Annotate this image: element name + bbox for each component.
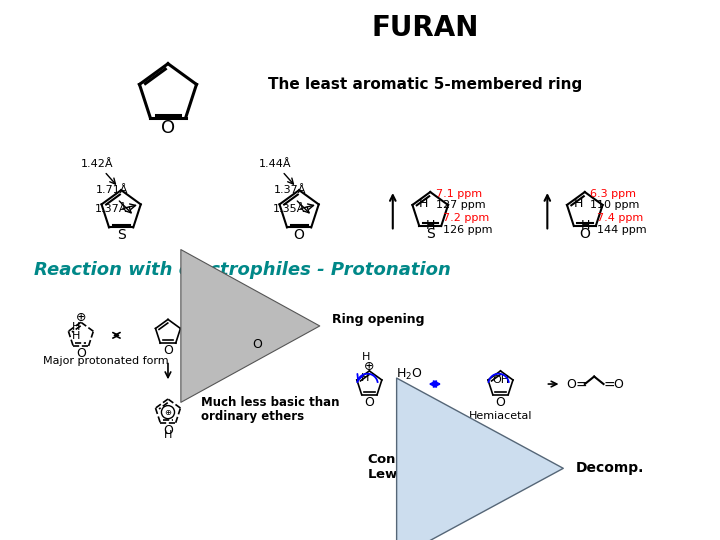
Text: 7.2 ppm: 7.2 ppm: [443, 213, 489, 224]
Text: Conc. H$_2$SO$_4$: Conc. H$_2$SO$_4$: [367, 453, 459, 468]
Text: H: H: [264, 304, 272, 314]
Text: ordinary ethers: ordinary ethers: [201, 410, 304, 423]
Text: 144 ppm: 144 ppm: [597, 225, 647, 235]
Text: H: H: [574, 197, 583, 210]
Text: Ring opening: Ring opening: [332, 313, 424, 326]
Text: O: O: [364, 396, 374, 409]
Text: ⊕: ⊕: [164, 408, 171, 417]
Text: H: H: [419, 197, 428, 210]
Text: Lewis acids (i.e. AlCl$_3$): Lewis acids (i.e. AlCl$_3$): [367, 467, 534, 483]
Text: O: O: [566, 377, 576, 390]
Text: Reaction with electrophiles - Protonation: Reaction with electrophiles - Protonatio…: [34, 261, 451, 279]
Text: Major protonated form: Major protonated form: [43, 356, 169, 366]
Text: H: H: [361, 352, 370, 362]
Text: The least aromatic 5-membered ring: The least aromatic 5-membered ring: [269, 77, 582, 92]
Text: Hemiacetal: Hemiacetal: [469, 411, 532, 421]
Text: ⊕: ⊕: [252, 302, 262, 315]
Text: H$_2$O: H$_2$O: [397, 367, 423, 382]
Text: OH: OH: [492, 375, 510, 385]
Text: 7.1 ppm: 7.1 ppm: [436, 188, 482, 199]
Text: H: H: [580, 219, 590, 232]
Text: =: =: [603, 379, 615, 393]
Text: O: O: [76, 347, 86, 360]
Text: 1.71Å: 1.71Å: [96, 185, 128, 195]
Text: 1.35Å: 1.35Å: [273, 204, 305, 214]
Text: 126 ppm: 126 ppm: [443, 225, 492, 235]
Text: H: H: [72, 331, 81, 341]
Text: 7.4 ppm: 7.4 ppm: [597, 213, 644, 224]
Text: =: =: [575, 379, 587, 393]
Text: O: O: [161, 119, 175, 137]
Text: O: O: [580, 227, 590, 241]
Text: H: H: [361, 373, 369, 383]
Text: O: O: [163, 344, 173, 357]
Text: 127 ppm: 127 ppm: [436, 200, 485, 210]
Text: FURAN: FURAN: [372, 14, 480, 42]
Text: ⊕: ⊕: [364, 360, 374, 373]
Text: 6.3 ppm: 6.3 ppm: [590, 188, 636, 199]
Text: H: H: [248, 293, 256, 303]
Text: S: S: [426, 227, 435, 241]
Text: Much less basic than: Much less basic than: [201, 396, 339, 409]
Text: 1.37Å: 1.37Å: [274, 185, 306, 195]
Text: H: H: [426, 219, 435, 232]
Text: 1.42Å: 1.42Å: [81, 159, 113, 168]
Text: O: O: [613, 377, 623, 390]
Text: 1.37Å: 1.37Å: [94, 204, 127, 214]
Text: Decomp.: Decomp.: [575, 461, 644, 475]
Text: H: H: [72, 322, 81, 332]
Text: 110 ppm: 110 ppm: [590, 200, 640, 210]
Text: H: H: [163, 430, 172, 440]
Text: 1.44Å: 1.44Å: [258, 159, 291, 168]
Text: O: O: [163, 424, 173, 437]
Text: S: S: [117, 228, 125, 242]
Text: O: O: [294, 228, 305, 242]
Text: O: O: [495, 396, 505, 409]
Text: O: O: [252, 338, 262, 350]
Text: ⊕: ⊕: [76, 311, 86, 324]
